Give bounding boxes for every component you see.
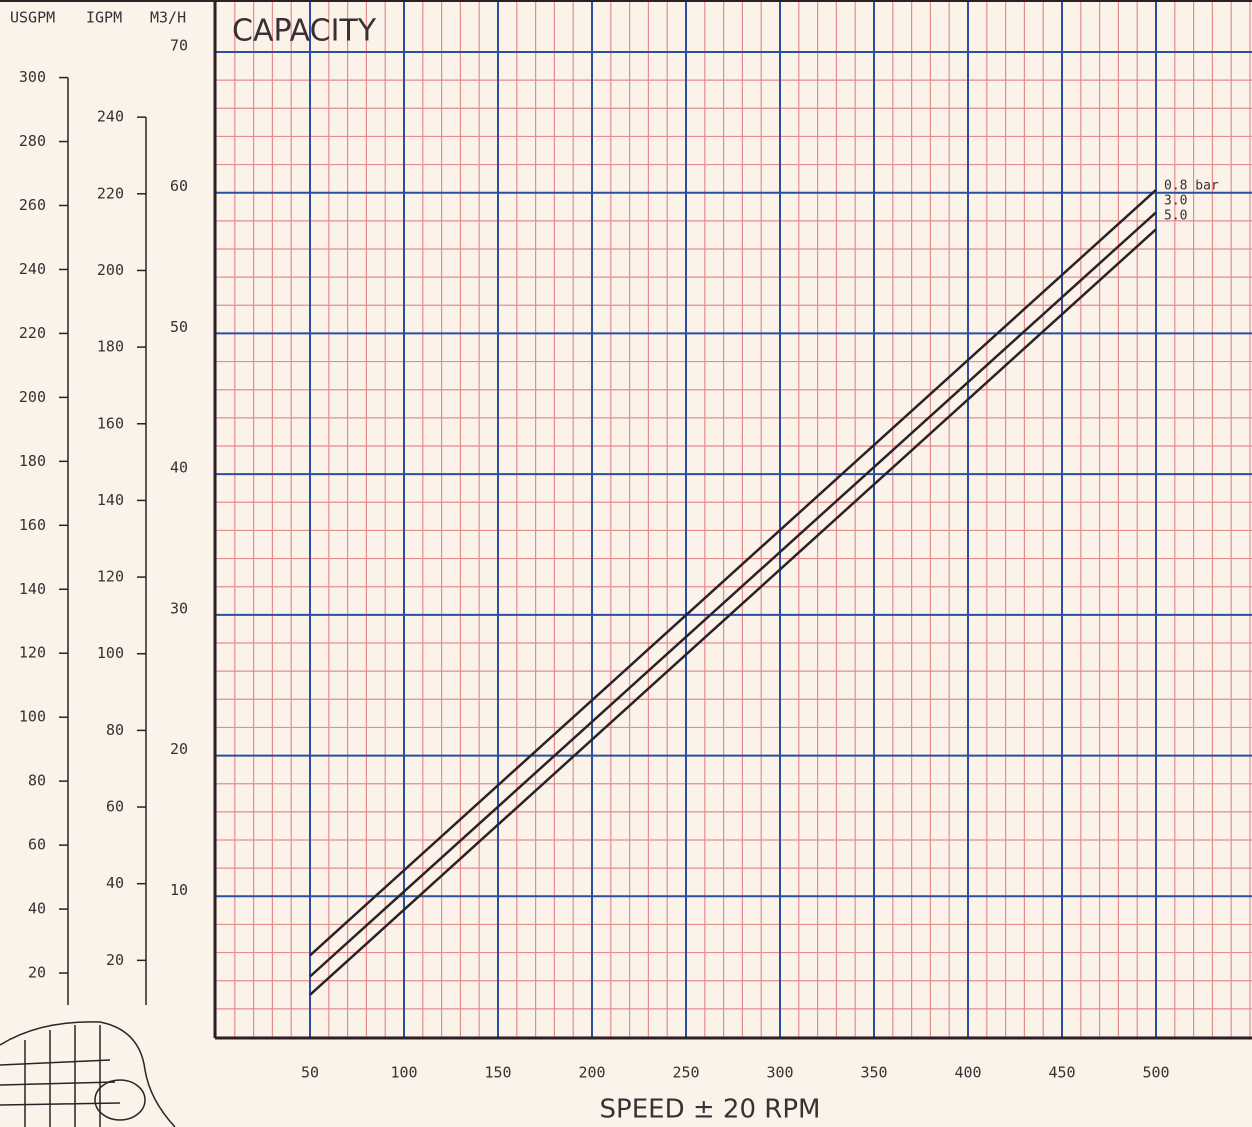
y-tick-label: 200 xyxy=(97,261,124,279)
y-tick-label: 200 xyxy=(19,388,46,406)
y-tick-label: 60 xyxy=(106,798,124,816)
x-tick-label: 200 xyxy=(578,1064,605,1082)
y-tick-label: 70 xyxy=(170,37,188,55)
x-tick-label: 250 xyxy=(672,1064,699,1082)
y-tick-label: 160 xyxy=(97,414,124,432)
chart: CAPACITY USGPM IGPM M3/H SPEED ± 20 RPM … xyxy=(0,0,1252,1127)
y-tick-label: 140 xyxy=(19,580,46,598)
series-label: 3.0 xyxy=(1164,194,1187,209)
y-tick-label: 280 xyxy=(19,132,46,150)
y-tick-label: 100 xyxy=(19,708,46,726)
igpm-axis-label: IGPM xyxy=(86,9,122,27)
y-tick-label: 80 xyxy=(106,721,124,739)
y-tick-label: 60 xyxy=(28,836,46,854)
x-tick-label: 300 xyxy=(766,1064,793,1082)
y-tick-label: 220 xyxy=(97,184,124,202)
y-tick-label: 40 xyxy=(170,459,188,477)
x-tick-label: 150 xyxy=(484,1064,511,1082)
y-tick-label: 140 xyxy=(97,491,124,509)
usgpm-axis-label: USGPM xyxy=(10,9,55,27)
chart-title: CAPACITY xyxy=(232,14,377,49)
y-tick-label: 240 xyxy=(97,108,124,126)
x-tick-label: 450 xyxy=(1048,1064,1075,1082)
y-tick-label: 30 xyxy=(170,599,188,617)
y-tick-label: 40 xyxy=(28,900,46,918)
y-axis-label: M3/H xyxy=(150,9,186,27)
series-label: 0.8 bar xyxy=(1164,179,1219,194)
y-tick-label: 20 xyxy=(28,964,46,982)
background xyxy=(0,0,1252,1127)
y-tick-label: 20 xyxy=(170,740,188,758)
y-tick-label: 180 xyxy=(97,338,124,356)
y-tick-label: 50 xyxy=(170,318,188,336)
x-tick-label: 100 xyxy=(390,1064,417,1082)
y-tick-label: 60 xyxy=(170,177,188,195)
x-tick-label: 350 xyxy=(860,1064,887,1082)
y-tick-label: 120 xyxy=(19,644,46,662)
y-tick-label: 40 xyxy=(106,874,124,892)
y-tick-label: 180 xyxy=(19,452,46,470)
y-tick-label: 10 xyxy=(170,881,188,899)
x-tick-label: 50 xyxy=(301,1064,319,1082)
y-tick-label: 240 xyxy=(19,260,46,278)
y-tick-label: 120 xyxy=(97,568,124,586)
x-tick-label: 500 xyxy=(1142,1064,1169,1082)
series-label: 5.0 xyxy=(1164,209,1187,224)
y-tick-label: 220 xyxy=(19,324,46,342)
y-tick-label: 260 xyxy=(19,196,46,214)
y-tick-label: 100 xyxy=(97,644,124,662)
y-tick-label: 160 xyxy=(19,516,46,534)
y-tick-label: 300 xyxy=(19,68,46,86)
x-tick-label: 400 xyxy=(954,1064,981,1082)
y-tick-label: 20 xyxy=(106,951,124,969)
x-axis-label: SPEED ± 20 RPM xyxy=(600,1095,821,1125)
y-tick-label: 80 xyxy=(28,772,46,790)
